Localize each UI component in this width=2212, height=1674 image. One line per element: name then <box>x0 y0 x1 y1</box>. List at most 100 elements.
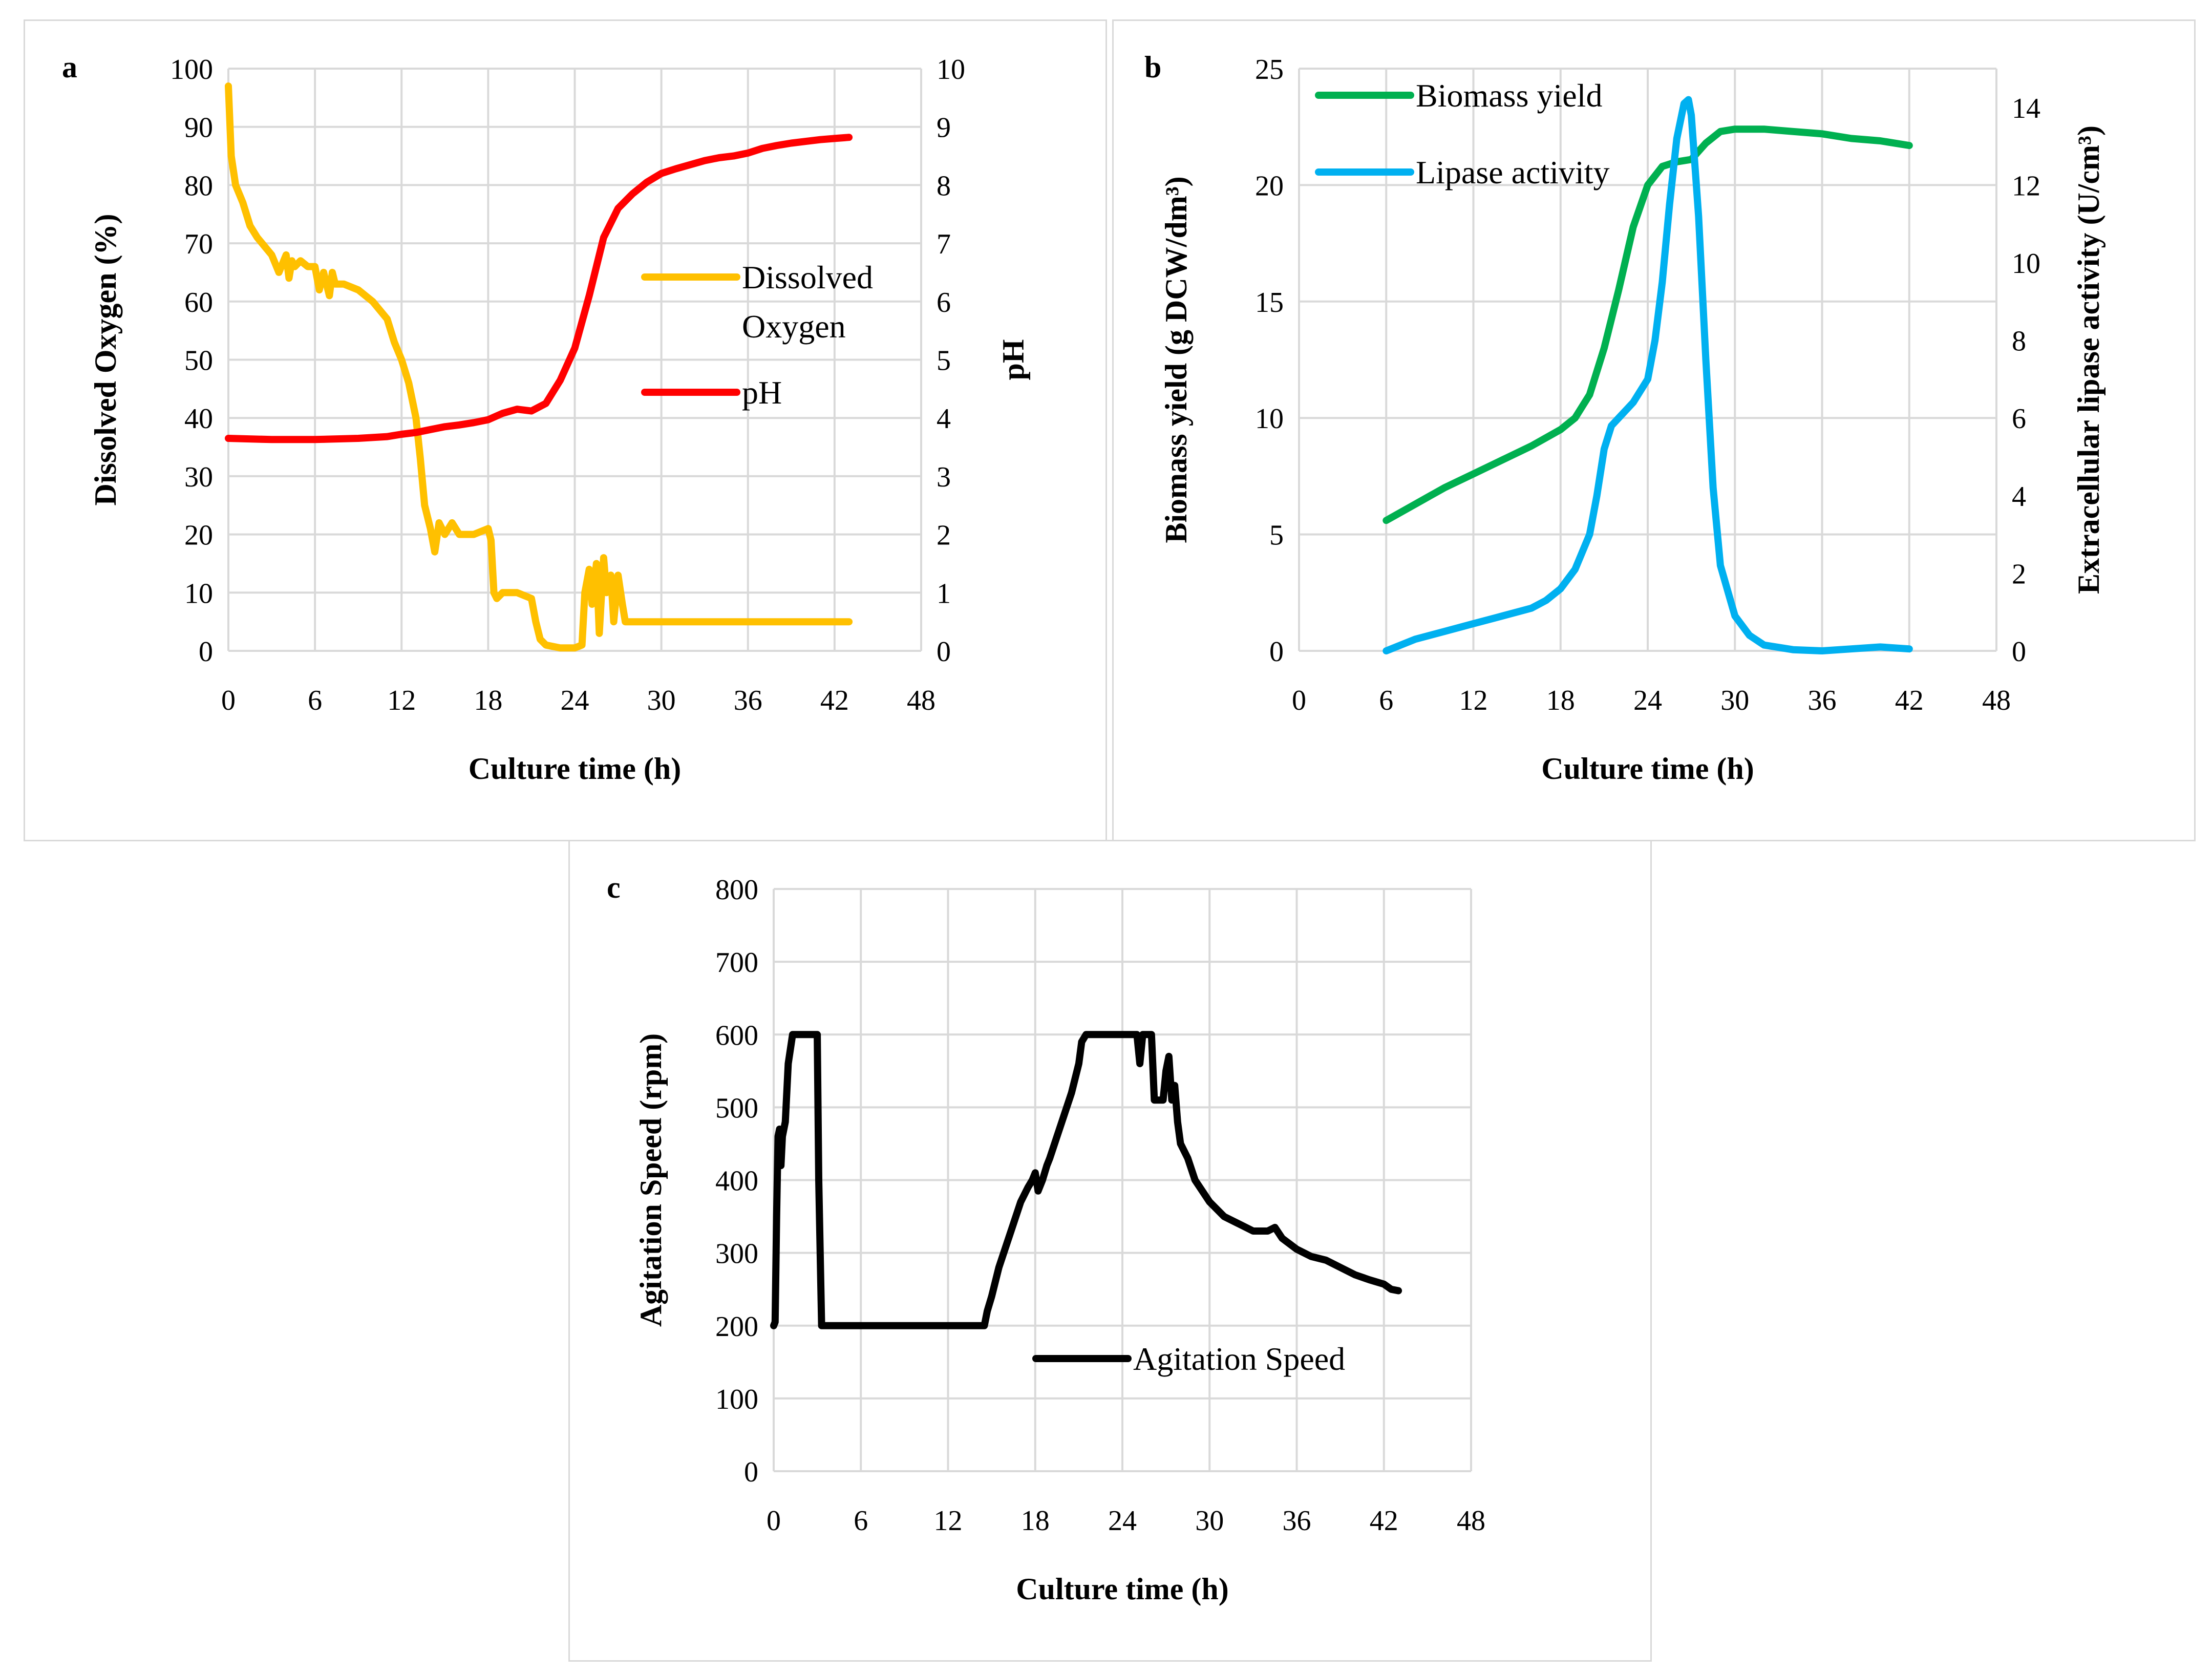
y2-tick-label: 6 <box>937 287 951 319</box>
x-tick-label: 24 <box>1108 1505 1137 1537</box>
y2-tick-label: 2 <box>2012 558 2026 590</box>
x-tick-label: 6 <box>1379 685 1393 716</box>
series-line-agitation-speed <box>770 1031 1402 1329</box>
y-tick-label: 200 <box>715 1311 758 1343</box>
y-axis-title: Biomass yield (g DCW/dm³) <box>1159 176 1193 543</box>
x-tick-label: 42 <box>1370 1505 1398 1537</box>
y2-tick-label: 10 <box>937 54 965 86</box>
x-tick-label: 0 <box>1292 685 1306 716</box>
y-tick-label: 20 <box>1255 170 1284 202</box>
y-tick-label: 0 <box>199 636 213 668</box>
y-tick-label: 70 <box>184 228 213 260</box>
x-tick-label: 6 <box>308 685 322 716</box>
y-tick-label: 400 <box>715 1166 758 1197</box>
y-tick-label: 600 <box>715 1020 758 1051</box>
panel-a: a 0 10 20 30 40 50 60 70 80 90 100 0 1 2 3 4 5 6 7 8 9 10 0 6 12 1… <box>24 19 1107 841</box>
y2-axis-title: Extracellular lipase activity (U/cm³) <box>2072 125 2105 594</box>
y-tick-label: 5 <box>1269 520 1284 552</box>
x-tick-label: 36 <box>734 685 762 716</box>
y2-tick-label: 2 <box>937 520 951 552</box>
legend-label-lipase-activity: Lipase activity <box>1416 154 1610 190</box>
y2-tick-label: 0 <box>937 636 951 668</box>
y2-tick-label: 10 <box>2012 248 2040 280</box>
x-axis-title: Culture time (h) <box>1016 1572 1229 1606</box>
x-axis-title: Culture time (h) <box>1541 752 1754 786</box>
x-tick-label: 36 <box>1808 685 1837 716</box>
y2-tick-label: 0 <box>2012 636 2026 668</box>
y2-tick-label: 3 <box>937 461 951 493</box>
x-tick-label: 48 <box>1457 1505 1485 1537</box>
y2-tick-label: 6 <box>2012 403 2026 435</box>
panel-label: b <box>1144 50 1161 84</box>
y-axis-title: Agitation Speed (rpm) <box>634 1033 668 1327</box>
y-tick-label: 10 <box>1255 403 1284 435</box>
legend-label-dissolved-oxygen: Dissolved Oxygen <box>742 259 873 345</box>
legend-label-line: Dissolved <box>742 259 873 295</box>
y2-tick-label: 8 <box>2012 326 2026 357</box>
y2-tick-label: 8 <box>937 170 951 202</box>
x-tick-label: 18 <box>474 685 502 716</box>
y-tick-label: 300 <box>715 1238 758 1270</box>
panel-label: c <box>607 871 621 904</box>
x-tick-label: 24 <box>1633 685 1662 716</box>
y-tick-label: 100 <box>170 54 213 86</box>
x-tick-label: 42 <box>1895 685 1924 716</box>
y2-tick-label: 12 <box>2012 170 2040 202</box>
x-tick-label: 30 <box>1195 1505 1224 1537</box>
x-tick-label: 0 <box>221 685 236 716</box>
legend-label-line: Oxygen <box>742 308 846 345</box>
x-tick-label: 48 <box>907 685 935 716</box>
x-tick-label: 36 <box>1283 1505 1311 1537</box>
y2-tick-label: 7 <box>937 228 951 260</box>
series-line-ph <box>225 134 853 443</box>
y2-tick-label: 5 <box>937 345 951 377</box>
y-tick-label: 500 <box>715 1092 758 1124</box>
x-tick-label: 48 <box>1982 685 2011 716</box>
y2-tick-label: 4 <box>937 403 951 435</box>
y-tick-label: 60 <box>184 287 213 319</box>
legend-label-biomass-yield: Biomass yield <box>1416 77 1602 114</box>
panel-label: a <box>62 50 77 84</box>
x-tick-label: 6 <box>854 1505 868 1537</box>
y-tick-label: 50 <box>184 345 213 377</box>
x-tick-label: 18 <box>1021 1505 1050 1537</box>
y-tick-label: 20 <box>184 520 213 552</box>
y-axis-title: Dissolved Oxygen (%) <box>89 214 122 506</box>
y-tick-label: 15 <box>1255 287 1284 319</box>
panel-c: c 0 100 200 300 400 500 600 700 800 0 6 12 18 24 30 36 42… <box>568 840 1652 1662</box>
y2-tick-label: 14 <box>2012 93 2040 124</box>
series-line-lipase-activity <box>1382 96 1913 654</box>
y2-tick-label: 4 <box>2012 481 2026 513</box>
y2-tick-label: 1 <box>937 578 951 609</box>
panel-b: b 0 5 10 15 20 25 0 2 4 6 8 10 12 14 0 6 12 18 24 30 36 42 48 Cu… <box>1112 19 2196 841</box>
x-tick-label: 12 <box>387 685 416 716</box>
x-axis-title: Culture time (h) <box>469 752 682 786</box>
x-tick-label: 42 <box>820 685 849 716</box>
series-line-dissolved-oxygen <box>225 82 853 652</box>
legend-label-agitation-speed: Agitation Speed <box>1133 1341 1345 1377</box>
x-tick-label: 30 <box>1720 685 1749 716</box>
y-tick-label: 100 <box>715 1384 758 1415</box>
y-tick-label: 30 <box>184 461 213 493</box>
chart-c-svg: c 0 100 200 300 400 500 600 700 800 0 6 12 18 24 30 36 42… <box>607 871 1485 1606</box>
x-tick-label: 12 <box>934 1505 963 1537</box>
x-tick-label: 0 <box>767 1505 781 1537</box>
y-tick-label: 25 <box>1255 54 1284 86</box>
y-tick-label: 0 <box>744 1456 758 1488</box>
y-tick-label: 90 <box>184 112 213 144</box>
y-tick-label: 40 <box>184 403 213 435</box>
y2-tick-label: 9 <box>937 112 951 144</box>
x-tick-label: 18 <box>1546 685 1575 716</box>
x-tick-label: 24 <box>561 685 589 716</box>
x-tick-label: 12 <box>1459 685 1488 716</box>
y-tick-label: 0 <box>1269 636 1284 668</box>
y-tick-label: 80 <box>184 170 213 202</box>
x-tick-label: 30 <box>647 685 676 716</box>
series-line-biomass-yield <box>1382 125 1913 524</box>
y-tick-label: 800 <box>715 874 758 906</box>
y2-axis-title: pH <box>996 339 1030 380</box>
legend-label-ph: pH <box>742 374 782 411</box>
y-tick-label: 700 <box>715 947 758 979</box>
